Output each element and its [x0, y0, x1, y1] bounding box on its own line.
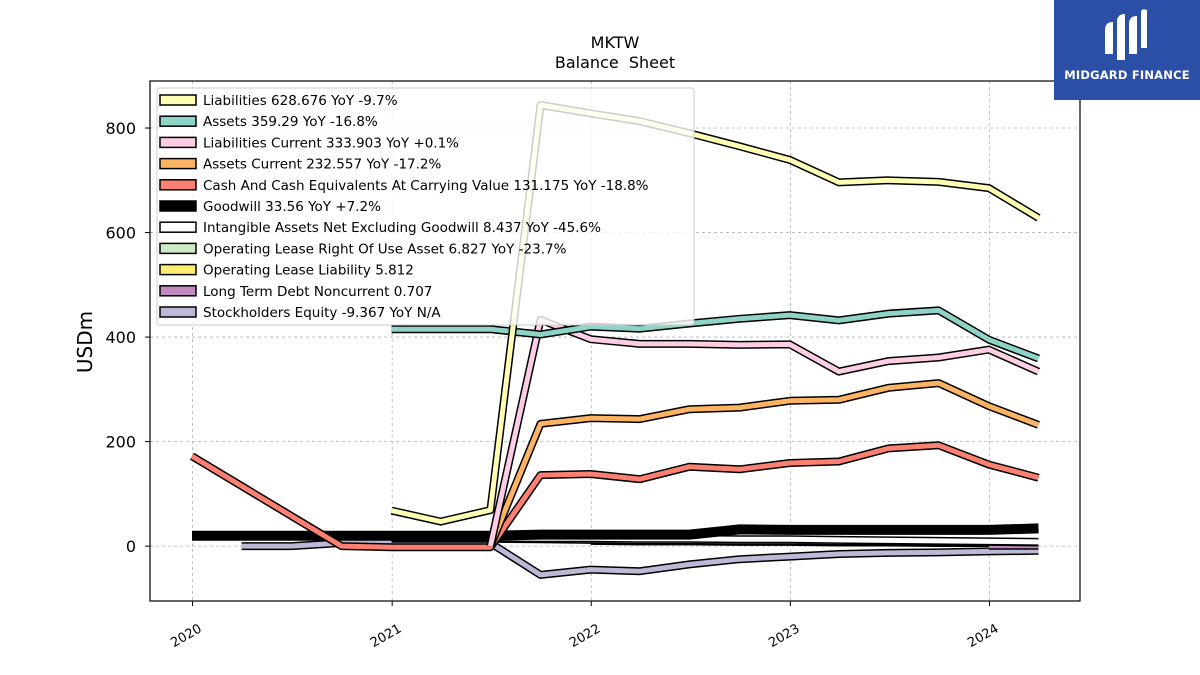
legend-label: Liabilities 628.676 YoY -9.7% — [203, 93, 398, 109]
legend-label: Goodwill 33.56 YoY +7.2% — [203, 199, 381, 215]
legend-swatch — [159, 285, 197, 297]
legend-swatch — [159, 200, 197, 212]
legend-label: Operating Lease Liability 5.812 — [203, 263, 414, 279]
y-tick-label: 800 — [105, 119, 136, 138]
legend-label: Stockholders Equity -9.367 YoY N/A — [203, 305, 441, 321]
legend-swatch — [159, 263, 197, 276]
y-axis-label: USDm — [73, 311, 97, 373]
y-tick-label: 200 — [105, 433, 136, 452]
series-line — [390, 101, 1041, 526]
series-line — [486, 315, 1041, 547]
logo-mark-icon — [1105, 9, 1147, 60]
logo-text: MIDGARD FINANCE — [1064, 68, 1190, 82]
legend-item: Assets 359.29 YoY -16.8% — [159, 114, 378, 130]
legend-item: Liabilities 628.676 YoY -9.7% — [159, 93, 398, 109]
legend-label: Assets 359.29 YoY -16.8% — [203, 114, 378, 130]
x-tick-label: 2021 — [368, 621, 404, 651]
x-tick-label: 2022 — [567, 621, 603, 651]
legend-item: Stockholders Equity -9.367 YoY N/A — [159, 305, 441, 321]
legend-item: Goodwill 33.56 YoY +7.2% — [159, 199, 381, 215]
legend-swatch — [159, 179, 197, 191]
brand-logo: MIDGARD FINANCE — [1054, 0, 1200, 100]
legend-label: Cash And Cash Equivalents At Carrying Va… — [203, 178, 649, 194]
x-tick-label: 2023 — [766, 621, 802, 651]
legend-label: Long Term Debt Noncurrent 0.707 — [203, 284, 432, 300]
y-tick-label: 0 — [126, 537, 136, 556]
y-tick-label: 400 — [105, 328, 136, 347]
legend-box — [156, 87, 695, 326]
series-line — [189, 441, 1040, 552]
series-line — [486, 379, 1040, 548]
y-tick-label: 600 — [105, 224, 136, 243]
legend-item: Operating Lease Right Of Use Asset 6.827… — [159, 241, 567, 257]
legend-swatch — [159, 115, 197, 127]
x-tick-label: 2020 — [168, 621, 204, 651]
legend-swatch — [159, 94, 197, 106]
legend-label: Assets Current 232.557 YoY -17.2% — [203, 157, 442, 173]
series-layer — [189, 101, 1041, 579]
legend-swatch — [159, 306, 197, 318]
legend: Liabilities 628.676 YoY -9.7% Assets 359.… — [156, 87, 695, 326]
chart-subtitle: Balance Sheet — [555, 53, 675, 72]
legend-swatch — [159, 221, 197, 233]
legend-swatch — [159, 157, 197, 170]
legend-item: Intangible Assets Net Excluding Goodwill… — [159, 220, 601, 236]
legend-label: Operating Lease Right Of Use Asset 6.827… — [203, 241, 567, 257]
legend-item: Liabilities Current 333.903 YoY +0.1% — [159, 135, 459, 151]
legend-label: Liabilities Current 333.903 YoY +0.1% — [203, 135, 459, 151]
legend-swatch — [159, 136, 197, 149]
legend-item: Assets Current 232.557 YoY -17.2% — [159, 157, 442, 173]
legend-swatch — [159, 242, 197, 255]
chart-title: MKTW — [591, 33, 640, 52]
x-tick-label: 2024 — [965, 621, 1001, 651]
legend-item: Cash And Cash Equivalents At Carrying Va… — [159, 178, 649, 194]
legend-label: Intangible Assets Net Excluding Goodwill… — [203, 220, 601, 236]
plot-frame — [149, 80, 1081, 602]
legend-item: Operating Lease Liability 5.812 — [159, 263, 414, 279]
series-line — [192, 523, 1039, 541]
legend-item: Long Term Debt Noncurrent 0.707 — [159, 284, 432, 300]
series-line — [391, 306, 1040, 363]
